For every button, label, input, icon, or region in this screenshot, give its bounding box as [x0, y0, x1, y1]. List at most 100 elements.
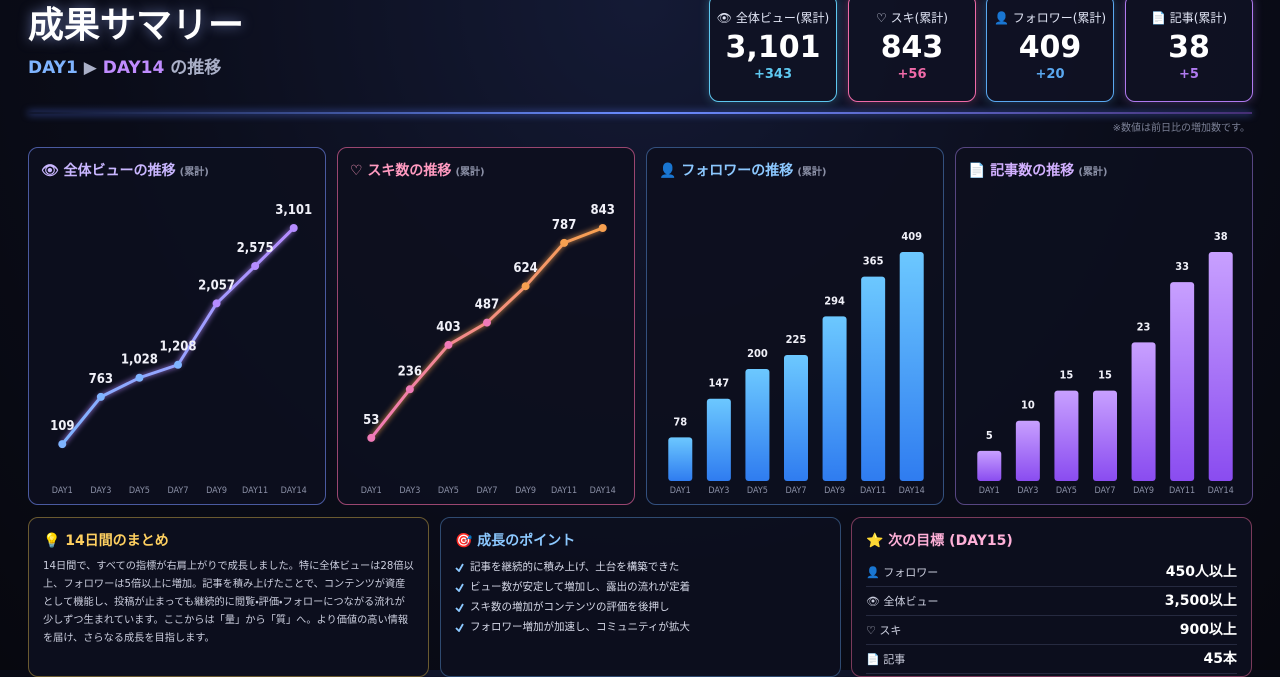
bar — [784, 355, 808, 481]
point — [251, 261, 260, 270]
kpi-delta: +56 — [897, 67, 927, 82]
check-icon — [455, 623, 464, 632]
point-text: ビュー数が安定して増加し、露出の流れが定着 — [470, 581, 691, 593]
points-panel: 🎯 成長のポイント 記事を継続的に積み上げ、土台を構築できた ビュー数が安定して増加… — [440, 517, 841, 677]
data-label: 147 — [709, 377, 730, 390]
x-tick-label: DAY11 — [1169, 486, 1195, 496]
kpi-label: 📄 記事(累計) — [1150, 11, 1228, 25]
kpi-value: 38 — [1168, 30, 1210, 65]
point — [521, 282, 530, 291]
point — [58, 440, 67, 449]
goal-label: 👤 フォロワー — [866, 566, 939, 579]
data-label: 33 — [1175, 260, 1189, 273]
point-item: ビュー数が安定して増加し、露出の流れが定着 — [455, 579, 690, 594]
chart-title-text: ♡ スキ数の推移 — [350, 163, 452, 179]
page-title: 成果サマリー — [28, 5, 245, 46]
kpi-label: 👤 フォロワー(累計) — [993, 11, 1107, 25]
data-label: 365 — [863, 255, 884, 268]
data-label: 15 — [1060, 369, 1074, 382]
data-label: 3,101 — [275, 203, 312, 218]
chart-subtitle: (累計) — [455, 167, 485, 178]
data-label: 53 — [363, 413, 379, 428]
x-tick-label: DAY9 — [515, 486, 536, 496]
x-tick-label: DAY5 — [438, 486, 459, 496]
check — [455, 623, 464, 632]
check — [455, 603, 464, 612]
chart: DAY1 DAY3 DAY5 DAY7 DAY9 DAY11 DAY14 53 236 403 48… — [361, 203, 616, 496]
chart-title: 📄 記事数の推移 (累計) — [968, 160, 1107, 180]
x-tick-label: DAY3 — [1017, 486, 1038, 496]
range-suffix: の推移 — [170, 58, 222, 78]
bar — [1170, 282, 1195, 481]
x-tick-label: DAY3 — [399, 486, 420, 496]
data-label: 843 — [591, 203, 615, 218]
bar — [1054, 390, 1079, 481]
chart-subtitle: (累計) — [1078, 167, 1108, 178]
data-label: 5 — [986, 429, 993, 442]
point-item: スキ数の増加がコンテンツの評価を後押し — [455, 599, 670, 614]
goal-value: 45本 — [1203, 651, 1237, 667]
point — [212, 299, 221, 308]
range-arrow: ▶ — [83, 58, 97, 78]
kpi-card: 👤 フォロワー(累計) 409 +20 — [986, 0, 1114, 102]
point-text: フォロワー増加が加速し、コミュニティが拡大 — [470, 621, 690, 633]
bar — [899, 252, 924, 481]
x-tick-label: DAY14 — [590, 486, 616, 496]
chart-panel: 👤 フォロワーの推移 (累計) DAY1 DAY3 DAY5 DAY7 DAY9 DAY11 D… — [646, 147, 944, 505]
data-label: 2,575 — [237, 241, 274, 256]
chart: DAY1 DAY3 DAY5 DAY7 DAY9 DAY11 DAY14 78 147 200 22… — [668, 230, 925, 496]
data-label: 38 — [1214, 230, 1228, 243]
goals-title: ⭐ 次の目標 (DAY15) — [866, 533, 1013, 549]
x-tick-label: DAY7 — [167, 486, 188, 496]
goal-row: 👤 フォロワー 450人以上 — [866, 558, 1237, 587]
x-tick-label: DAY5 — [747, 486, 768, 496]
point — [598, 224, 607, 232]
data-label: 109 — [50, 419, 74, 434]
kpi-delta: +20 — [1035, 67, 1065, 82]
chart-panel: ♡ スキ数の推移 (累計) DAY1 DAY3 DAY5 DAY7 DAY9 DAY11 DAY… — [337, 147, 635, 505]
kpi-card: 📄 記事(累計) 38 +5 — [1125, 0, 1253, 102]
x-tick-label: DAY7 — [476, 486, 497, 496]
x-tick-label: DAY3 — [90, 486, 111, 496]
data-label: 15 — [1098, 369, 1112, 382]
data-label: 78 — [673, 415, 687, 428]
range: DAY1 ▶ DAY14 の推移 — [28, 53, 221, 78]
x-tick-label: DAY9 — [206, 486, 227, 496]
point — [560, 238, 569, 247]
goal-row: 👁 全体ビュー 3,500以上 — [866, 587, 1237, 616]
check-icon — [455, 563, 464, 572]
note: ※数値は前日比の増加数です。 — [1112, 123, 1250, 134]
x-tick-label: DAY11 — [242, 486, 268, 496]
chart-panel: 👁 全体ビューの推移 (累計) DAY1 DAY3 DAY5 DAY7 DAY9 DAY11 D… — [28, 147, 326, 505]
x-tick-label: DAY11 — [551, 486, 577, 496]
point — [483, 318, 491, 327]
data-label: 10 — [1021, 399, 1035, 412]
goal-label: 📄 記事 — [866, 653, 906, 666]
data-label: 236 — [398, 364, 422, 379]
chart-panel: 📄 記事数の推移 (累計) DAY1 DAY3 DAY5 DAY7 DAY9 DAY11 DAY… — [955, 147, 1253, 505]
x-tick-label: DAY14 — [1208, 486, 1234, 496]
x-tick-label: DAY1 — [361, 486, 382, 496]
x-tick-label: DAY1 — [670, 486, 691, 496]
line — [370, 226, 604, 439]
bar — [822, 316, 847, 481]
chart-title: 👤 フォロワーの推移 (累計) — [659, 160, 826, 180]
bar — [977, 450, 1002, 481]
x-tick-label: DAY3 — [708, 486, 729, 496]
check — [455, 583, 464, 592]
x-tick-label: DAY14 — [899, 486, 925, 496]
goal-row: ♡ スキ 900以上 — [866, 616, 1237, 645]
data-label: 225 — [786, 333, 807, 346]
data-label: 409 — [901, 230, 922, 243]
x-tick-label: DAY9 — [1133, 486, 1154, 496]
chart: DAY1 DAY3 DAY5 DAY7 DAY9 DAY11 DAY14 109 763 1,02… — [50, 203, 312, 496]
point-text: スキ数の増加がコンテンツの評価を後押し — [470, 601, 670, 613]
chart: DAY1 DAY3 DAY5 DAY7 DAY9 DAY11 DAY14 5 10 15 15 23 3… — [977, 230, 1234, 496]
data-label: 1,028 — [121, 353, 158, 368]
point-item: 記事を継続的に積み上げ、土台を構築できた — [455, 559, 679, 574]
chart-subtitle: (累計) — [797, 167, 827, 178]
goal-value: 3,500以上 — [1164, 593, 1237, 609]
data-label: 787 — [552, 218, 576, 233]
line — [61, 226, 295, 446]
